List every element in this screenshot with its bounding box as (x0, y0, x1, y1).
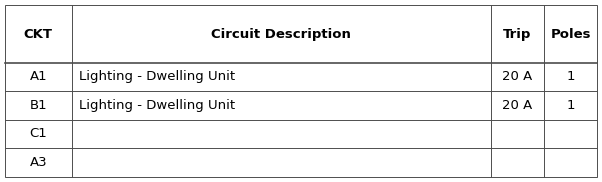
Text: Lighting - Dwelling Unit: Lighting - Dwelling Unit (79, 99, 235, 112)
Text: 1: 1 (566, 99, 575, 112)
Text: Trip: Trip (503, 28, 532, 41)
Text: Lighting - Dwelling Unit: Lighting - Dwelling Unit (79, 70, 235, 84)
Text: A3: A3 (29, 156, 47, 169)
Text: B1: B1 (29, 99, 47, 112)
Text: A1: A1 (29, 70, 47, 84)
Text: C1: C1 (29, 127, 47, 140)
Text: CKT: CKT (24, 28, 53, 41)
Text: 20 A: 20 A (502, 70, 532, 84)
Text: 1: 1 (566, 70, 575, 84)
Text: 20 A: 20 A (502, 99, 532, 112)
Text: Circuit Description: Circuit Description (211, 28, 351, 41)
Text: Poles: Poles (550, 28, 591, 41)
